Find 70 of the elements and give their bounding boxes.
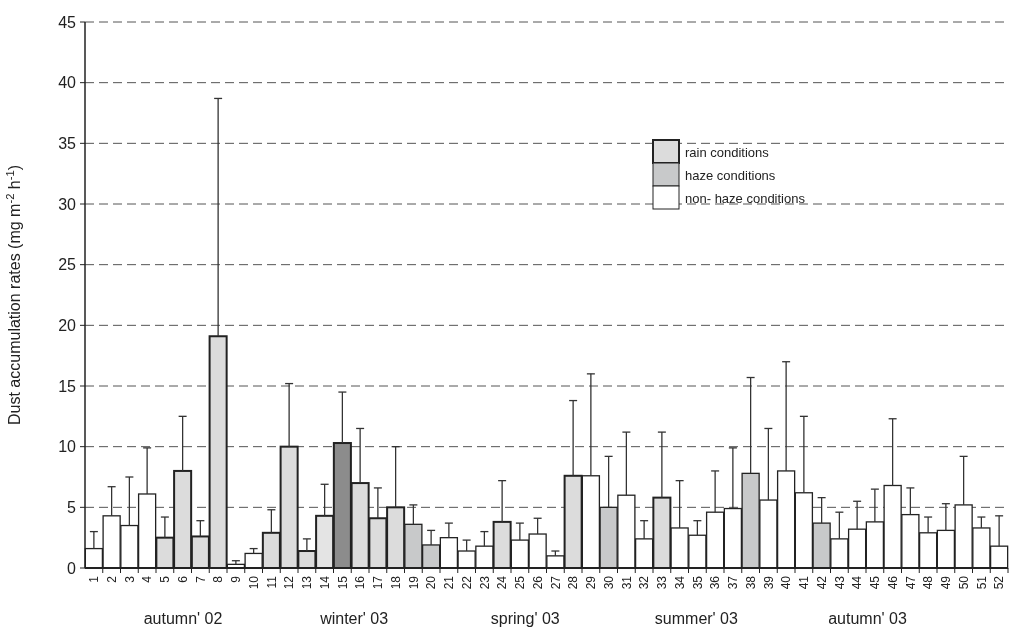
x-tick-label: 41 [797,575,812,590]
x-tick-label: 30 [601,575,616,590]
x-tick-label: 18 [388,575,403,590]
x-tick-label: 25 [513,575,528,590]
x-tick-label: 11 [264,575,279,589]
y-tick-label: 30 [58,195,77,213]
x-tick-label: 1 [87,575,102,583]
x-tick-label: 42 [814,575,829,590]
x-tick-label: 24 [495,575,510,590]
x-tick-label: 26 [530,575,545,590]
y-tick-label: 25 [58,256,77,274]
x-tick-label: 37 [726,575,741,590]
x-tick-label: 6 [175,575,190,583]
x-tick-label: 15 [335,575,350,590]
x-tick-label: 39 [761,575,776,590]
x-tick-label: 36 [708,575,723,590]
x-tick-label: 44 [850,575,865,590]
x-tick-label: 46 [885,575,900,590]
x-tick-label: 50 [956,575,971,590]
y-tick-label: 35 [58,134,77,152]
x-tick-label: 13 [300,575,315,590]
x-tick-label: 14 [317,575,332,590]
x-tick-label: 8 [211,575,226,583]
legend-label: haze conditions [685,167,776,183]
text: autumn' 03 [828,610,907,627]
x-tick-label: 33 [655,575,670,590]
x-tick-label: 48 [921,575,936,590]
text: summer' 03 [654,610,739,627]
x-tick-label: 4 [140,575,155,583]
x-tick-label: 16 [353,575,368,590]
x-tick-label: 29 [584,575,599,590]
x-tick-label: 32 [637,575,652,590]
y-tick-label: 45 [58,13,77,31]
x-tick-label: 20 [424,575,439,590]
x-tick-label: 43 [832,575,847,590]
x-tick-label: 31 [619,575,634,590]
x-tick-label: 47 [903,575,918,590]
x-tick-label: 2 [104,575,119,583]
legend-label: rain conditions [685,144,770,160]
x-tick-label: 52 [992,575,1007,590]
x-tick-label: 28 [566,575,581,590]
text: spring' 03 [490,610,560,627]
x-tick-label: 45 [868,575,883,590]
x-tick-label: 5 [158,575,173,583]
y-tick-label: 15 [58,377,77,395]
x-tick-label: 10 [246,575,261,590]
y-tick-label: 5 [67,498,77,516]
x-tick-label: 22 [459,575,474,590]
x-tick-label: 35 [690,575,705,590]
y-tick-label: 20 [58,316,77,334]
x-tick-label: 7 [193,575,208,583]
x-tick-label: 9 [229,575,244,583]
y-tick-label: 40 [58,74,77,92]
x-tick-label: 27 [548,575,563,590]
legend-label: non- haze conditions [685,190,806,206]
x-tick-label: 17 [371,575,386,590]
text: winter' 03 [319,610,389,627]
x-tick-label: 23 [477,575,492,590]
x-tick-label: 21 [442,575,457,590]
x-tick-label: 12 [282,575,297,590]
text: autumn' 02 [143,610,223,627]
x-tick-label: 38 [743,575,758,590]
x-tick-label: 3 [122,575,137,583]
y-tick-label: 0 [67,559,77,577]
x-tick-label: 49 [939,575,954,590]
y-tick-label: 10 [58,438,77,456]
x-tick-label: 34 [672,575,687,590]
x-tick-label: 40 [779,575,794,590]
x-tick-label: 19 [406,575,421,590]
x-tick-label: 51 [974,575,989,590]
